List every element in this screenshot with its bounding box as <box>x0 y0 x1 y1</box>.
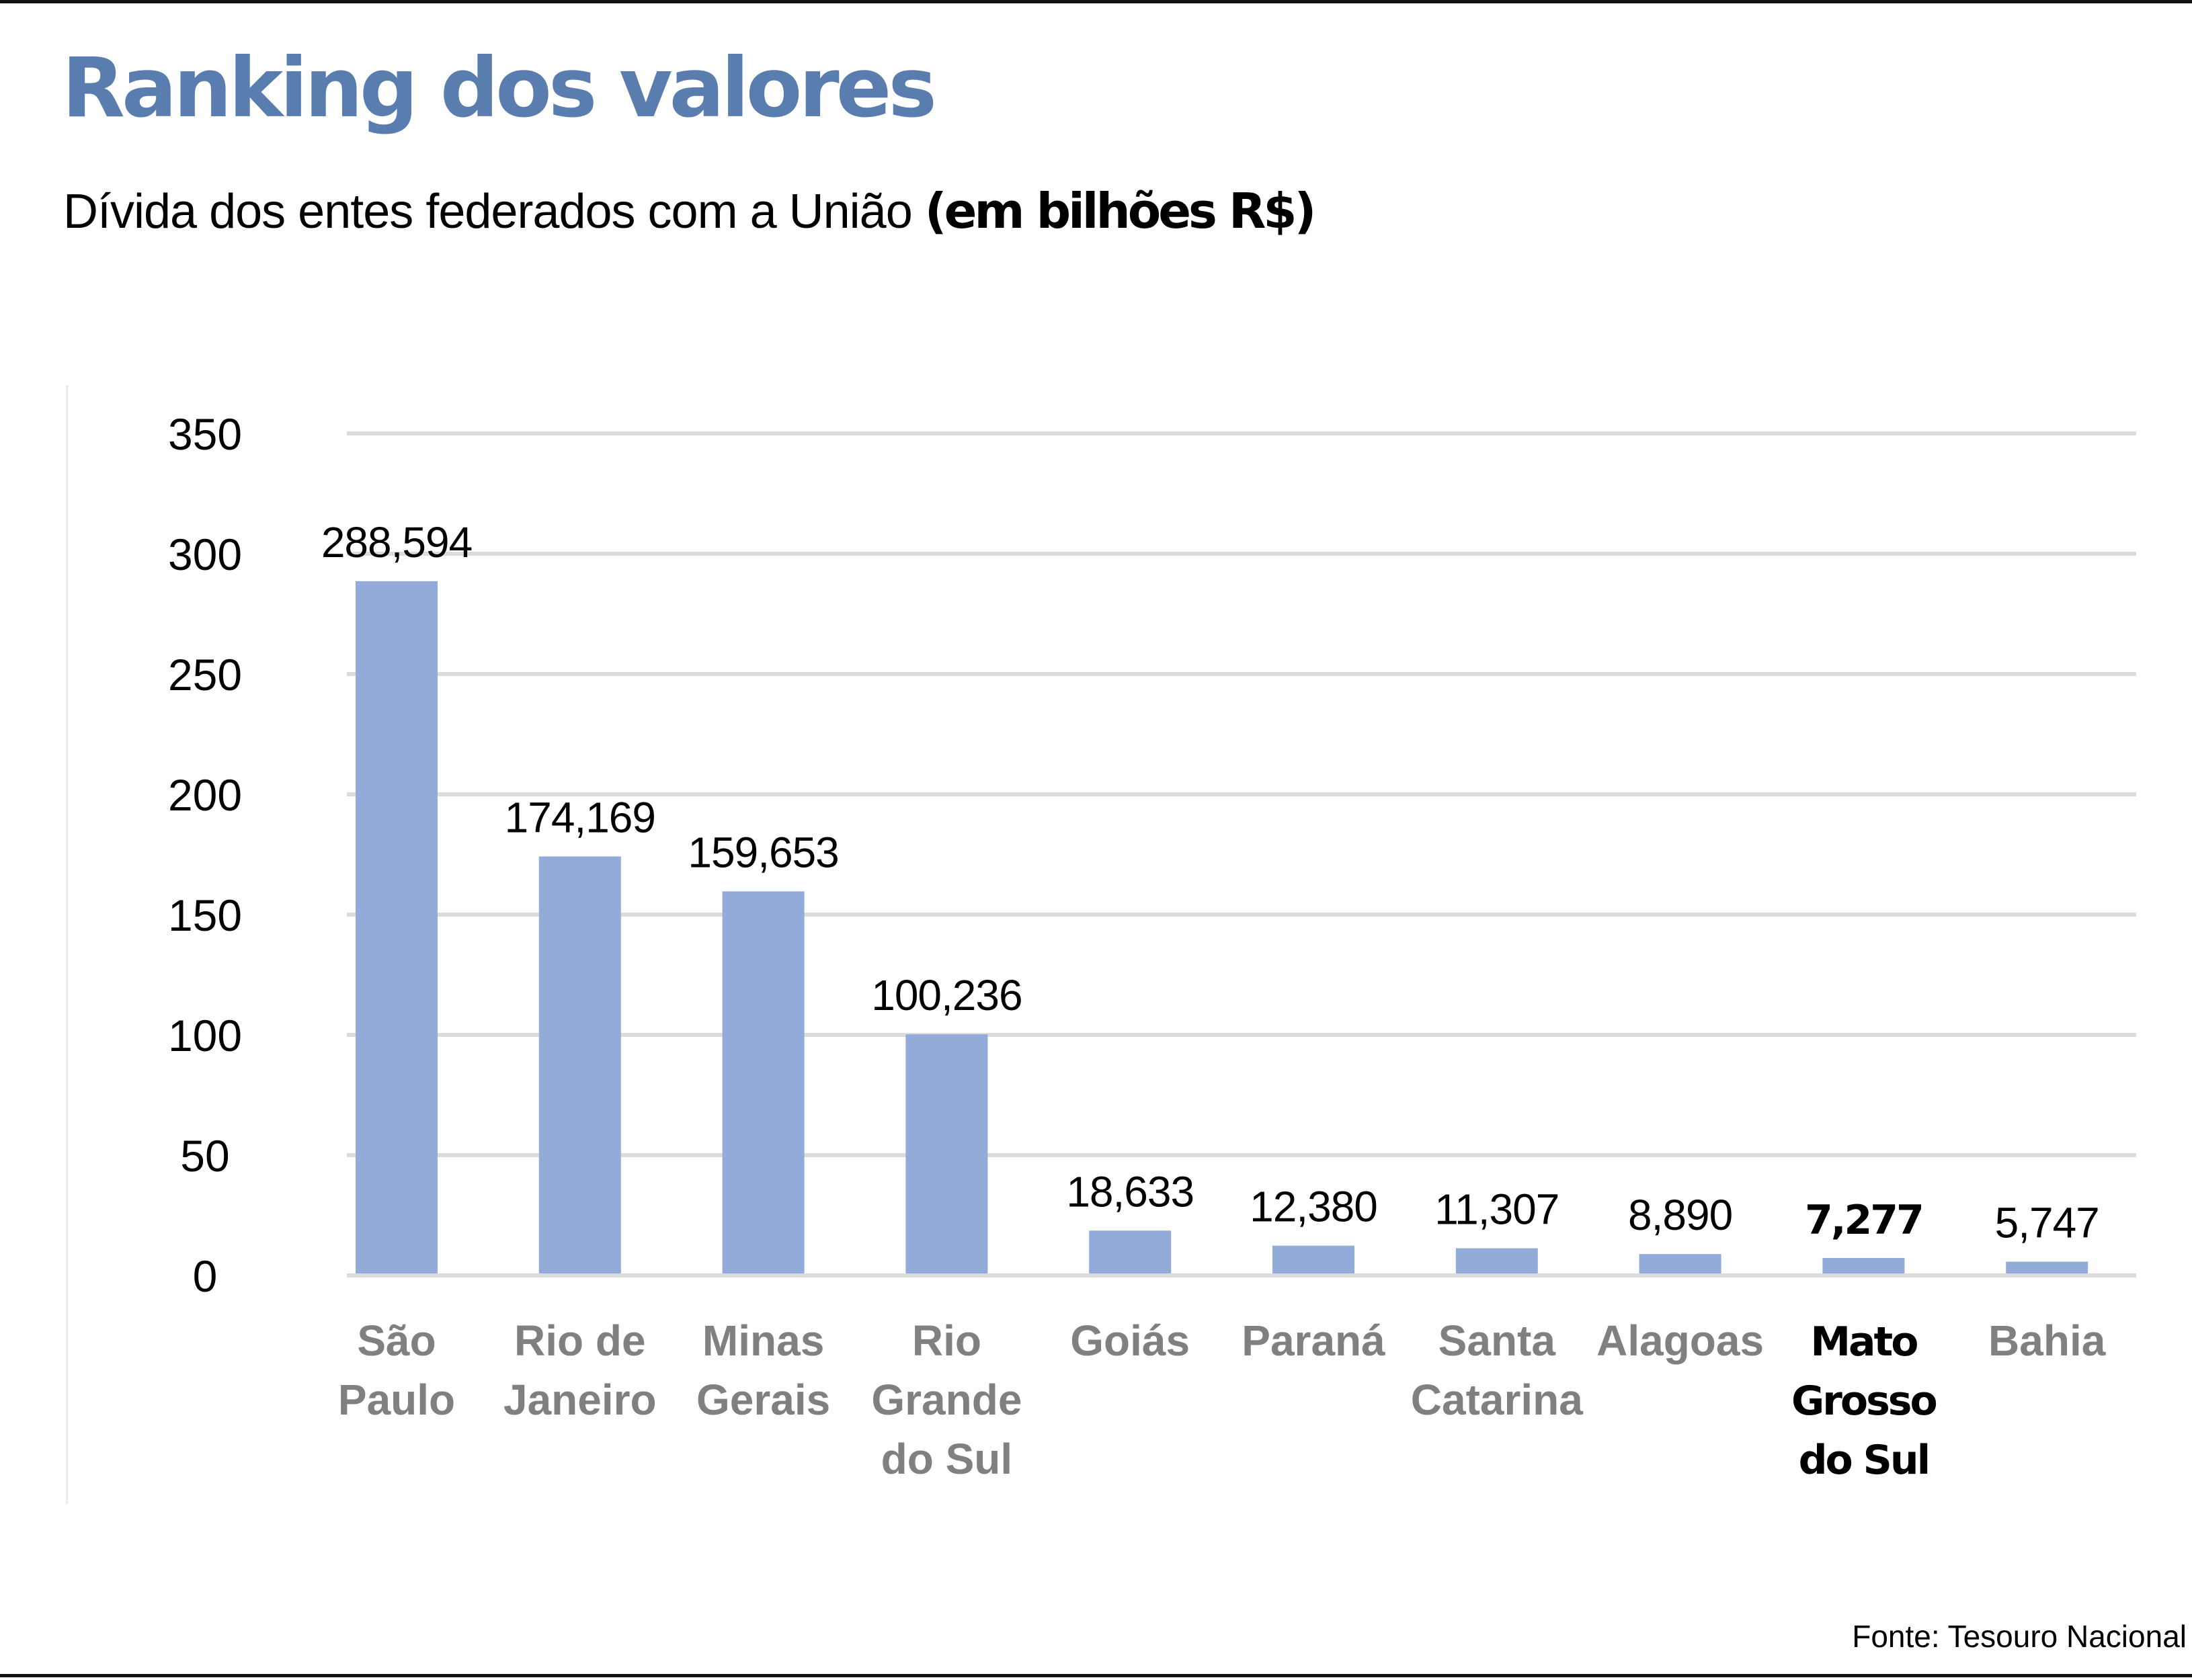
top-border <box>0 0 2192 3</box>
category-label: Grande <box>871 1376 1022 1424</box>
y-tick-label: 250 <box>168 650 242 700</box>
value-label: 159,653 <box>688 828 838 876</box>
bar <box>1639 1254 1721 1273</box>
bar <box>1089 1230 1172 1273</box>
source-note: Fonte: Tesouro Nacional <box>1852 1619 2187 1654</box>
chart-frame-line <box>66 385 68 1504</box>
value-label: 12,380 <box>1250 1183 1377 1231</box>
gridlines <box>347 431 2136 1277</box>
y-tick-label: 150 <box>168 890 242 940</box>
category-label: Alagoas <box>1596 1316 1764 1365</box>
gridline <box>347 1273 2136 1277</box>
value-label: 11,307 <box>1434 1185 1559 1234</box>
gridline <box>347 913 2136 917</box>
category-label: do Sul <box>1799 1437 1929 1484</box>
value-label: 100,236 <box>871 971 1022 1019</box>
value-label: 7,277 <box>1805 1197 1922 1244</box>
value-label: 174,169 <box>505 793 655 841</box>
bars <box>356 581 2088 1273</box>
subtitle-unit: (em bilhões R$) <box>924 183 1317 239</box>
gridline <box>347 1153 2136 1157</box>
gridline <box>347 792 2136 796</box>
bar <box>1455 1248 1538 1273</box>
y-tick-label: 100 <box>168 1011 242 1060</box>
category-label: Paraná <box>1242 1316 1385 1365</box>
category-label: Santa <box>1438 1316 1556 1365</box>
value-labels: 288,594 174,169 159,653 100,236 18,633 12,380… <box>321 518 2100 1247</box>
bar <box>722 891 805 1273</box>
bar <box>905 1034 988 1273</box>
category-label: Rio <box>912 1316 981 1365</box>
gridline <box>347 552 2136 556</box>
category-label: Gerais <box>696 1376 830 1424</box>
category-label: Goiás <box>1070 1316 1190 1365</box>
bar <box>538 856 621 1273</box>
bar <box>356 581 438 1273</box>
category-label: São <box>357 1316 436 1365</box>
chart-title: Ranking dos valores <box>62 40 937 136</box>
value-label: 8,890 <box>1628 1191 1732 1239</box>
y-tick-label: 0 <box>193 1251 218 1301</box>
category-label: Rio de <box>514 1316 646 1365</box>
category-label: do Sul <box>881 1435 1013 1483</box>
gridline <box>347 1033 2136 1037</box>
category-label: Mato <box>1810 1318 1917 1366</box>
value-label: 288,594 <box>321 518 472 566</box>
y-tick-label: 300 <box>168 530 242 579</box>
bar <box>1272 1245 1354 1273</box>
subtitle-main: Dívida dos entes federados com a União <box>63 185 925 239</box>
value-label: 5,747 <box>1995 1198 2099 1247</box>
bar <box>2006 1261 2088 1273</box>
category-label: Paulo <box>338 1376 455 1424</box>
category-labels: São Paulo Rio de Janeiro Minas Gerais Rio Grand… <box>338 1316 2106 1484</box>
gridline <box>347 672 2136 676</box>
category-label: Janeiro <box>503 1376 657 1424</box>
y-axis-ticks: 0 50 100 150 200 250 300 350 <box>168 409 242 1301</box>
bar <box>1822 1257 1905 1273</box>
y-tick-label: 200 <box>168 770 242 820</box>
gridline <box>347 431 2136 435</box>
bottom-border <box>0 1674 2192 1677</box>
y-tick-label: 50 <box>180 1131 229 1181</box>
chart-subtitle: Dívida dos entes federados com a União (… <box>63 185 1316 239</box>
category-label: Grosso <box>1791 1378 1936 1425</box>
category-label: Catarina <box>1411 1376 1584 1424</box>
value-label: 18,633 <box>1066 1167 1194 1216</box>
category-label: Bahia <box>1988 1316 2106 1365</box>
y-tick-label: 350 <box>168 409 242 459</box>
category-label: Minas <box>702 1316 824 1365</box>
